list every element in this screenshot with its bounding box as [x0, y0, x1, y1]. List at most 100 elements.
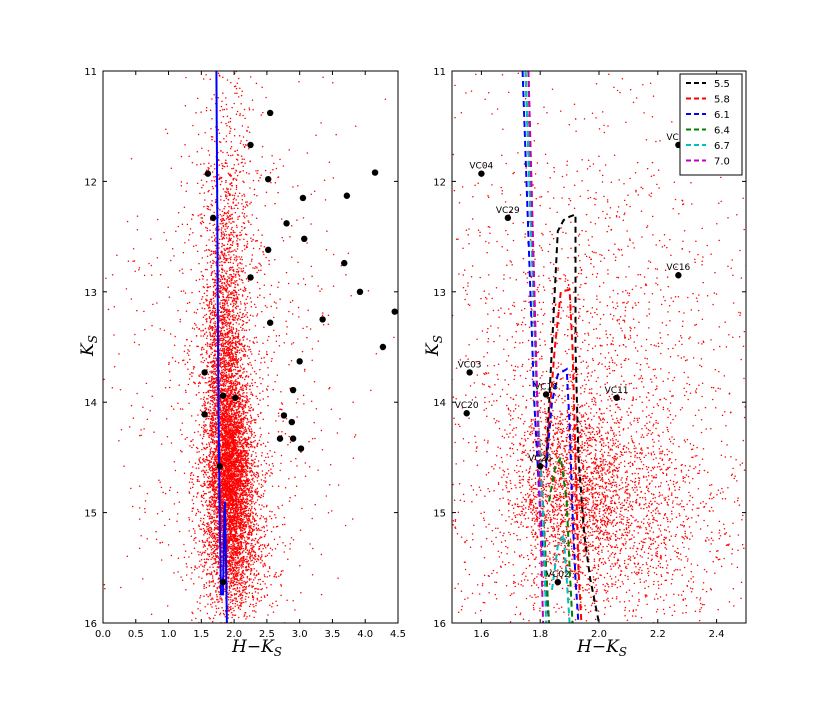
field-star-dot: [229, 258, 232, 261]
field-star-dot: [230, 326, 233, 328]
field-star-dot: [233, 465, 235, 468]
field-star-dot: [206, 612, 209, 615]
field-star-dot: [197, 382, 200, 385]
field-star-dot: [234, 459, 236, 462]
field-star-dot: [214, 345, 217, 348]
field-star-dot: [281, 431, 283, 433]
field-star-dot: [234, 366, 237, 369]
field-star-dot: [313, 190, 316, 192]
field-star-dot: [240, 386, 242, 388]
field-star-dot: [213, 509, 215, 512]
field-star-dot: [208, 302, 211, 305]
field-star-dot: [251, 518, 254, 520]
field-star-dot: [196, 308, 199, 311]
field-star-dot: [207, 486, 210, 489]
field-star-dot: [259, 399, 261, 401]
field-star-dot: [232, 573, 235, 575]
field-star-dot: [198, 480, 200, 483]
field-star-dot: [203, 292, 206, 295]
field-star-dot: [224, 390, 227, 392]
field-star-dot: [237, 556, 240, 558]
field-star-dot: [230, 543, 232, 546]
field-star-dot: [213, 447, 216, 450]
field-star-dot: [310, 193, 313, 195]
field-star-dot: [195, 512, 198, 515]
field-star-dot: [212, 455, 214, 457]
field-star-dot: [240, 256, 243, 258]
field-star-dot: [280, 218, 283, 220]
field-star-dot: [208, 512, 211, 514]
field-star-dot: [241, 225, 243, 228]
field-star-dot: [230, 598, 232, 601]
field-star-dot: [130, 404, 133, 407]
field-star-dot: [245, 542, 247, 544]
field-star-dot: [232, 299, 234, 301]
field-star-dot: [268, 335, 270, 338]
field-star-dot: [213, 480, 215, 483]
field-star-dot: [183, 350, 186, 353]
field-star-dot: [251, 486, 253, 488]
field-star-dot: [234, 572, 236, 574]
field-star-dot: [243, 518, 245, 521]
field-star-dot: [238, 497, 240, 499]
field-star-dot: [210, 545, 212, 547]
field-star-dot: [188, 491, 190, 493]
field-star-dot: [271, 455, 273, 457]
field-star-dot: [206, 345, 209, 347]
field-star-dot: [244, 468, 246, 470]
field-star-dot: [242, 320, 245, 323]
field-star-dot: [250, 560, 252, 562]
field-star-dot: [159, 481, 161, 483]
field-star-dot: [217, 557, 220, 559]
field-star-dot: [292, 600, 294, 602]
field-star-dot: [237, 566, 239, 569]
field-star-dot: [229, 547, 232, 550]
field-star-dot: [205, 351, 208, 353]
field-star-dot: [236, 579, 239, 581]
field-star-dot: [246, 130, 249, 132]
field-star-dot: [225, 383, 227, 385]
field-star-dot: [297, 261, 299, 264]
field-star-dot: [310, 223, 312, 225]
field-star-dot: [225, 345, 228, 348]
field-star-dot: [236, 312, 239, 315]
field-star-dot: [212, 470, 214, 473]
field-star-dot: [156, 302, 158, 304]
field-star-dot: [156, 513, 159, 515]
field-star-dot: [182, 251, 185, 254]
field-star-dot: [297, 184, 299, 187]
field-star-dot: [234, 257, 236, 259]
field-star-dot: [260, 529, 262, 531]
field-star-dot: [222, 475, 225, 477]
field-star-dot: [271, 511, 273, 513]
field-star-dot: [211, 606, 213, 608]
field-star-dot: [247, 537, 249, 539]
field-star-dot: [195, 244, 197, 247]
field-star-dot: [213, 322, 215, 324]
field-star-dot: [249, 481, 252, 483]
field-star-dot: [192, 466, 194, 468]
field-star-dot: [224, 205, 226, 208]
field-star-dot: [250, 201, 252, 204]
field-star-dot: [202, 275, 205, 277]
field-star-dot: [209, 324, 211, 327]
field-star-dot: [204, 381, 206, 384]
field-star-dot: [191, 161, 194, 164]
field-star-dot: [216, 451, 219, 454]
field-star-dot: [218, 270, 221, 272]
field-star-dot: [241, 194, 243, 197]
field-star-dot: [259, 583, 262, 586]
field-star-dot: [233, 314, 235, 316]
field-star-dot: [237, 350, 239, 352]
field-star-dot: [270, 472, 272, 474]
field-star-dot: [203, 421, 205, 423]
field-star-dot: [332, 285, 335, 287]
field-star-dot: [236, 533, 238, 535]
field-star-dot: [177, 309, 179, 312]
field-star-dot: [250, 240, 253, 243]
field-star-dot: [211, 381, 214, 384]
field-star-dot: [231, 359, 233, 362]
field-star-dot: [212, 510, 215, 513]
field-star-dot: [209, 332, 212, 335]
field-star-dot: [210, 433, 213, 436]
